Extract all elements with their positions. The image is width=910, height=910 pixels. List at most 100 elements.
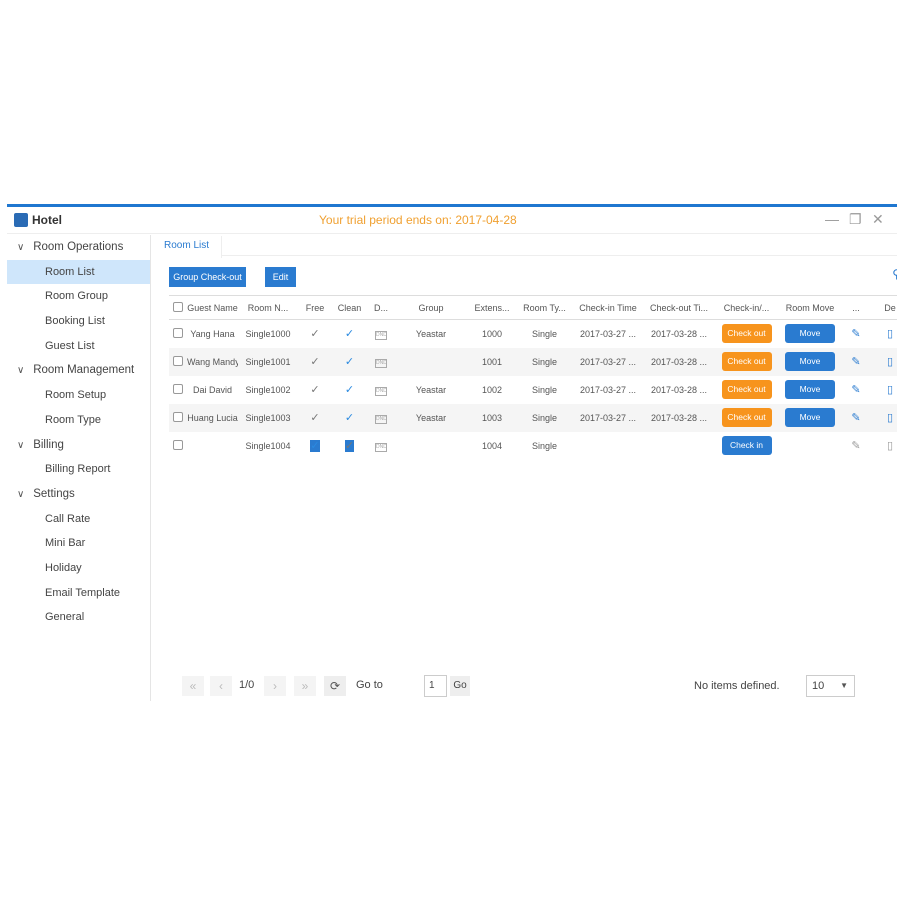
column-header[interactable]: D...	[367, 295, 395, 320]
column-header[interactable]: Check-out Ti...	[644, 295, 714, 320]
prev-page-icon[interactable]: ‹	[210, 676, 232, 696]
check-out-button[interactable]: Check out	[721, 380, 772, 399]
column-header[interactable]: Guest Name	[187, 295, 238, 320]
sidebar-group[interactable]: ∨ Room Management	[7, 358, 150, 383]
sidebar-item[interactable]: General	[45, 611, 85, 624]
tab-room-list[interactable]: Room List	[152, 236, 223, 258]
room-name: Single1000	[245, 328, 291, 339]
sidebar-item[interactable]: Room List	[7, 259, 150, 285]
column-header[interactable]: De	[871, 295, 897, 320]
edit-icon[interactable]: ✎	[841, 347, 871, 376]
check-in-button[interactable]: Check in	[721, 436, 772, 455]
last-page-icon[interactable]: »	[294, 676, 316, 696]
clean-check-icon: ✓	[344, 328, 355, 341]
column-header[interactable]: Group	[395, 295, 467, 320]
sidebar-item[interactable]: Mini Bar	[45, 537, 86, 550]
row-checkbox[interactable]	[169, 432, 187, 460]
row-checkbox[interactable]	[169, 376, 187, 404]
table-row[interactable]: Wang Mandy Single1001 ✓ ✓ DND 1001 Singl…	[169, 347, 897, 376]
sidebar-item[interactable]: Email Template	[45, 586, 120, 599]
sidebar-item[interactable]: Room Group	[45, 290, 108, 303]
sidebar-item[interactable]: Call Rate	[45, 512, 91, 525]
sidebar-item[interactable]: Holiday	[45, 561, 82, 574]
delete-icon[interactable]: ▯	[886, 384, 894, 396]
row-checkbox[interactable]	[169, 347, 187, 376]
refresh-icon[interactable]: ⟳	[324, 676, 346, 696]
edit-icon[interactable]: ✎	[851, 440, 861, 452]
sidebar-item[interactable]: Room Setup	[45, 389, 107, 402]
column-header[interactable]: Room N...	[238, 295, 298, 320]
sidebar-item[interactable]: Billing Report	[45, 463, 111, 476]
sidebar-group[interactable]: ∨ Billing	[7, 433, 150, 458]
check-out-button[interactable]: Check out	[721, 352, 772, 371]
edit-icon[interactable]: ✎	[851, 328, 861, 341]
checkin-checkout-cell: Check in	[714, 432, 779, 460]
room-move-cell: Move	[779, 376, 841, 404]
delete-icon[interactable]: ▯	[886, 328, 894, 341]
move-button[interactable]: Move	[785, 324, 835, 344]
select-all-checkbox[interactable]	[169, 295, 187, 320]
chevron-down-icon: ∨	[17, 365, 25, 377]
column-header[interactable]: Room Move	[779, 295, 841, 320]
goto-input[interactable]: 1	[424, 675, 447, 697]
sidebar-group[interactable]: ∨ Settings	[7, 482, 150, 507]
checkin-time: 2017-03-27 ...	[579, 328, 637, 339]
room-move-cell	[779, 432, 841, 460]
sidebar-group[interactable]: ∨ Room Operations	[7, 235, 150, 260]
check-out-button[interactable]: Check out	[721, 324, 772, 344]
guest-name: Wang Mandy	[187, 347, 238, 376]
extension: 1003	[467, 403, 517, 432]
column-header[interactable]: ...	[841, 295, 871, 320]
next-page-icon[interactable]: ›	[264, 676, 286, 696]
edit-icon[interactable]: ✎	[841, 403, 871, 432]
delete-icon[interactable]: ▯	[871, 403, 897, 432]
edit-button[interactable]: Edit	[265, 267, 296, 287]
delete-icon[interactable]: ▯	[871, 347, 897, 376]
first-page-icon[interactable]: «	[182, 676, 204, 696]
extension: 1000	[481, 328, 503, 339]
move-button[interactable]: Move	[785, 352, 835, 371]
free-check-icon: ✓	[310, 328, 320, 341]
check-out-button[interactable]: Check out	[721, 408, 772, 427]
hotel-icon	[14, 213, 28, 227]
move-button[interactable]: Move	[785, 380, 835, 399]
sidebar-group-label: Room Management	[33, 364, 135, 377]
edit-icon[interactable]: ✎	[851, 384, 861, 396]
delete-icon[interactable]: ▯	[886, 440, 894, 452]
column-header[interactable]: Free	[298, 295, 332, 320]
chevron-down-icon: ∨	[17, 242, 25, 253]
maximize-icon[interactable]: ❐	[849, 211, 862, 227]
sidebar-item[interactable]: Booking List	[45, 315, 105, 328]
hotel-window: Hotel Your trial period ends on: 2017-04…	[7, 204, 897, 701]
extension: 1001	[467, 347, 517, 376]
move-button[interactable]: Move	[785, 408, 835, 427]
table-row[interactable]: Yang Hana Single1000 ✓ ✓ DND Yeastar 100…	[169, 320, 897, 348]
row-checkbox[interactable]	[169, 320, 187, 348]
sidebar-item[interactable]: Guest List	[45, 339, 95, 352]
minimize-icon[interactable]: —	[825, 211, 839, 227]
column-header[interactable]: Check-in Time	[572, 295, 644, 320]
table-row[interactable]: Dai David Single1002 ✓ ✓ DND Yeastar 100…	[169, 376, 897, 404]
column-header[interactable]: Extens...	[467, 295, 517, 320]
go-button[interactable]: Go	[450, 676, 470, 696]
guest-name: Yang Hana	[190, 328, 235, 339]
search-icon[interactable]: ⚲	[892, 267, 897, 281]
table-row[interactable]: Single1004 ✓ ✓ DND 1004 Single Check in …	[169, 432, 897, 460]
room-name: Single1002	[245, 384, 291, 395]
app-title: Hotel	[32, 213, 62, 227]
checkin-checkout-cell: Check out	[714, 376, 779, 404]
sidebar-group-label: Billing	[33, 438, 64, 451]
clean-check-icon: ✓	[332, 403, 367, 432]
column-header[interactable]: Clean	[332, 295, 367, 320]
guest-name	[187, 432, 238, 460]
row-checkbox[interactable]	[169, 403, 187, 432]
sidebar-item[interactable]: Room Type	[45, 413, 102, 426]
group-checkout-button[interactable]: Group Check-out	[169, 267, 246, 287]
column-header[interactable]: Check-in/...	[714, 295, 779, 320]
close-icon[interactable]: ✕	[872, 211, 884, 227]
table-row[interactable]: Huang Lucia Single1003 ✓ ✓ DND Yeastar 1…	[169, 403, 897, 432]
column-header[interactable]: Room Ty...	[517, 295, 572, 320]
page-size-select[interactable]: 10 ▼	[806, 675, 855, 697]
guest-name: Dai David	[192, 384, 232, 395]
room-move-cell: Move	[779, 320, 841, 348]
